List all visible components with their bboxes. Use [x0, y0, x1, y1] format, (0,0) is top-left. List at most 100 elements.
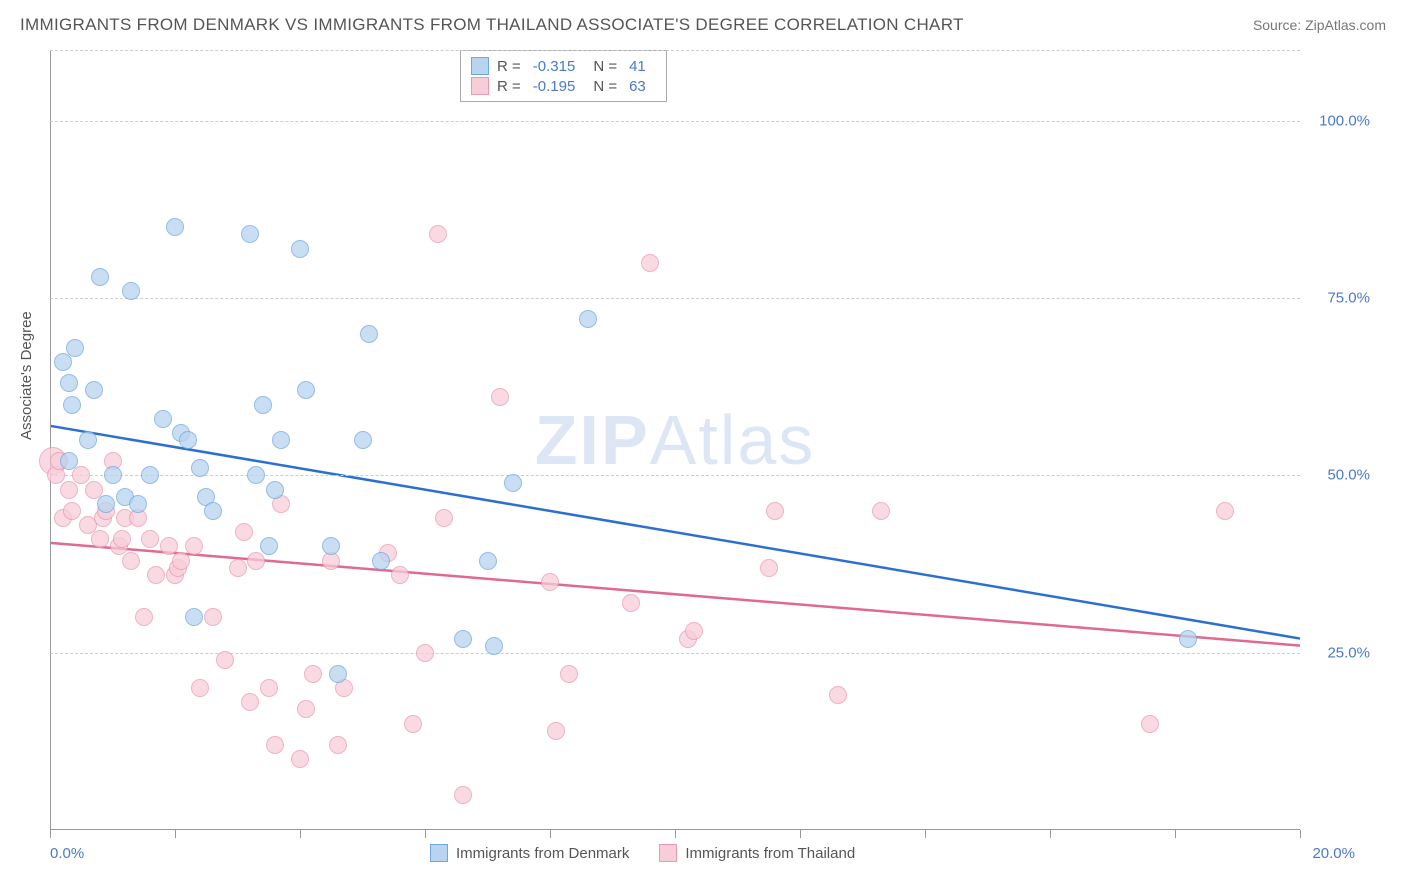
scatter-point-denmark: [479, 552, 497, 570]
grid-line: [50, 298, 1300, 299]
scatter-point-thailand: [491, 388, 509, 406]
scatter-point-denmark: [241, 225, 259, 243]
scatter-point-thailand: [235, 523, 253, 541]
scatter-point-denmark: [63, 396, 81, 414]
scatter-point-denmark: [141, 466, 159, 484]
scatter-point-thailand: [404, 715, 422, 733]
scatter-point-denmark: [79, 431, 97, 449]
scatter-point-thailand: [435, 509, 453, 527]
scatter-point-thailand: [135, 608, 153, 626]
y-tick-label: 25.0%: [1327, 644, 1370, 661]
scatter-point-thailand: [872, 502, 890, 520]
x-tick: [175, 830, 176, 838]
scatter-point-thailand: [541, 573, 559, 591]
scatter-point-denmark: [66, 339, 84, 357]
x-tick: [300, 830, 301, 838]
scatter-point-thailand: [113, 530, 131, 548]
legend-n-label: N =: [593, 58, 617, 75]
scatter-point-thailand: [141, 530, 159, 548]
scatter-point-thailand: [454, 786, 472, 804]
scatter-point-thailand: [641, 254, 659, 272]
scatter-point-denmark: [579, 310, 597, 328]
scatter-point-thailand: [60, 481, 78, 499]
scatter-point-denmark: [185, 608, 203, 626]
scatter-point-thailand: [204, 608, 222, 626]
x-tick-label: 20.0%: [1312, 845, 1355, 862]
x-tick: [425, 830, 426, 838]
legend-r-value: -0.195: [533, 78, 576, 95]
scatter-point-thailand: [91, 530, 109, 548]
scatter-point-denmark: [254, 396, 272, 414]
x-tick: [50, 830, 51, 838]
scatter-point-denmark: [154, 410, 172, 428]
scatter-point-thailand: [685, 622, 703, 640]
x-tick: [800, 830, 801, 838]
scatter-point-thailand: [829, 686, 847, 704]
scatter-point-thailand: [1141, 715, 1159, 733]
scatter-point-thailand: [172, 552, 190, 570]
scatter-point-thailand: [147, 566, 165, 584]
scatter-point-thailand: [416, 644, 434, 662]
chart-plot-area: ZIPAtlas R =-0.315N =41R =-0.195N =63 Im…: [50, 50, 1300, 830]
trend-lines-svg: [50, 50, 1300, 830]
scatter-point-denmark: [166, 218, 184, 236]
scatter-point-thailand: [766, 502, 784, 520]
legend-label: Immigrants from Thailand: [685, 845, 855, 862]
scatter-point-denmark: [322, 537, 340, 555]
x-tick: [550, 830, 551, 838]
scatter-point-thailand: [547, 722, 565, 740]
x-tick: [1300, 830, 1301, 838]
scatter-point-denmark: [372, 552, 390, 570]
y-tick-label: 75.0%: [1327, 290, 1370, 307]
scatter-point-denmark: [1179, 630, 1197, 648]
y-tick-label: 50.0%: [1327, 467, 1370, 484]
scatter-point-thailand: [560, 665, 578, 683]
scatter-point-thailand: [63, 502, 81, 520]
legend-swatch: [430, 844, 448, 862]
scatter-point-thailand: [429, 225, 447, 243]
grid-line: [50, 121, 1300, 122]
legend-n-label: N =: [593, 78, 617, 95]
scatter-point-denmark: [122, 282, 140, 300]
scatter-point-denmark: [60, 374, 78, 392]
scatter-point-thailand: [185, 537, 203, 555]
x-tick: [1050, 830, 1051, 838]
legend-row: R = -0.195 N = 63: [471, 77, 656, 95]
legend-bottom: Immigrants from Denmark Immigrants from T…: [430, 844, 855, 862]
source-label: Source: ZipAtlas.com: [1253, 17, 1386, 33]
scatter-point-denmark: [272, 431, 290, 449]
scatter-point-thailand: [241, 693, 259, 711]
scatter-point-denmark: [60, 452, 78, 470]
scatter-point-denmark: [191, 459, 209, 477]
scatter-point-thailand: [266, 736, 284, 754]
legend-swatch: [471, 77, 489, 95]
scatter-point-denmark: [329, 665, 347, 683]
scatter-point-thailand: [216, 651, 234, 669]
legend-item: Immigrants from Denmark: [430, 844, 629, 862]
scatter-point-thailand: [329, 736, 347, 754]
x-tick: [675, 830, 676, 838]
scatter-point-thailand: [291, 750, 309, 768]
scatter-point-thailand: [191, 679, 209, 697]
scatter-point-denmark: [104, 466, 122, 484]
legend-n-value: 63: [629, 78, 646, 95]
legend-label: Immigrants from Denmark: [456, 845, 629, 862]
scatter-point-thailand: [1216, 502, 1234, 520]
x-tick: [1175, 830, 1176, 838]
legend-row: R = -0.315 N = 41: [471, 57, 656, 75]
legend-r-label: R =: [497, 78, 521, 95]
legend-correlation-box: R = -0.315 N = 41 R = -0.195 N = 63: [460, 50, 667, 102]
scatter-point-thailand: [229, 559, 247, 577]
header-bar: IMMIGRANTS FROM DENMARK VS IMMIGRANTS FR…: [20, 10, 1386, 40]
legend-r-value: -0.315: [533, 58, 576, 75]
scatter-point-denmark: [485, 637, 503, 655]
scatter-point-denmark: [297, 381, 315, 399]
scatter-point-denmark: [179, 431, 197, 449]
scatter-point-denmark: [97, 495, 115, 513]
scatter-point-denmark: [54, 353, 72, 371]
legend-r-label: R =: [497, 58, 521, 75]
legend-swatch: [659, 844, 677, 862]
grid-line: [50, 475, 1300, 476]
scatter-point-denmark: [504, 474, 522, 492]
legend-n-value: 41: [629, 58, 646, 75]
